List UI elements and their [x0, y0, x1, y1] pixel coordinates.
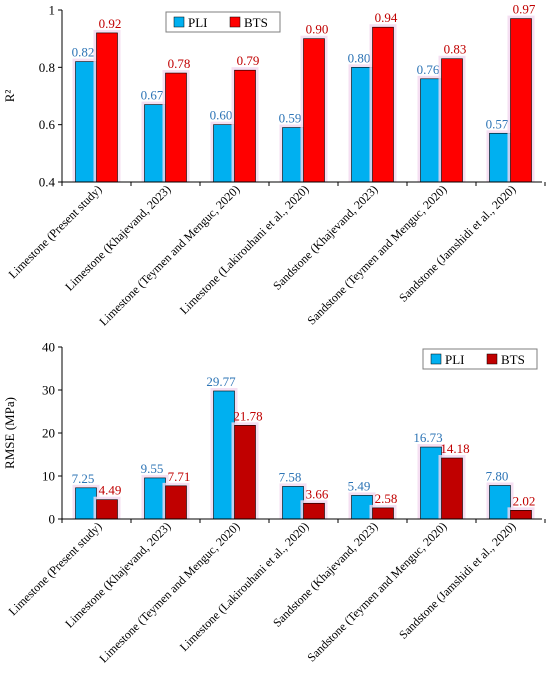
r2-value-label-pli-1: 0.67: [141, 88, 164, 103]
rmse-value-label-bts-3: 3.66: [306, 486, 329, 501]
rmse-y-tick-label-3: 30: [42, 383, 55, 398]
rmse-y-tick-label-0: 0: [49, 512, 56, 527]
r2-bar-bts-6: [510, 18, 532, 183]
r2-category-label-5: Sandstone (Teymen and Menguc, 2020): [304, 182, 449, 327]
rmse-value-label-pli-0: 7.25: [72, 471, 95, 486]
r2-chart: 0.82 0.92 0.67 0.78 0.60 0.79 0.59 0.90 0.80 0.94…: [2, 2, 546, 328]
rmse-value-label-pli-3: 7.58: [279, 469, 302, 484]
r2-y-tick-label-2: 0.8: [39, 60, 55, 75]
rmse-bar-pli-2: [213, 390, 235, 520]
rmse-category-label-3: Limestone (Lakirouhani et al., 2020): [177, 519, 312, 654]
rmse-bar-bts-5: [441, 457, 463, 520]
r2-value-label-bts-4: 0.94: [375, 10, 398, 25]
r2-value-label-pli-0: 0.82: [72, 45, 95, 60]
r2-value-label-pli-5: 0.76: [417, 62, 440, 77]
r2-bar-bts-2: [234, 69, 256, 183]
rmse-chart: 7.25 4.49 9.55 7.71 29.77 21.78 7.58 3.66 5.49 2.…: [2, 340, 546, 665]
rmse-value-label-pli-6: 7.80: [486, 468, 509, 483]
r2-value-label-pli-2: 0.60: [210, 108, 233, 123]
r2-category-label-2: Limestone (Teymen and Menguc, 2020): [96, 182, 242, 328]
rmse-value-label-pli-5: 16.73: [413, 430, 442, 445]
r2-y-tick-label-1: 0.6: [39, 117, 56, 132]
rmse-value-label-bts-5: 14.18: [440, 441, 469, 456]
rmse-value-label-bts-6: 2.02: [513, 493, 536, 508]
r2-bar-pli-6: [489, 132, 511, 183]
rmse-value-label-pli-4: 5.49: [348, 478, 371, 493]
r2-legend-label-pli: PLI: [188, 15, 208, 30]
rmse-bar-pli-4: [351, 495, 373, 520]
r2-value-label-bts-5: 0.83: [444, 42, 467, 57]
rmse-value-label-bts-4: 2.58: [375, 491, 398, 506]
r2-category-label-3: Limestone (Lakirouhani et al., 2020): [177, 182, 312, 317]
rmse-value-label-bts-0: 4.49: [99, 483, 122, 498]
r2-bar-bts-4: [372, 26, 394, 183]
r2-bar-bts-0: [96, 32, 118, 183]
rmse-bar-bts-4: [372, 507, 394, 520]
rmse-category-label-2: Limestone (Teymen and Menguc, 2020): [96, 519, 242, 665]
rmse-bar-bts-3: [303, 502, 325, 520]
rmse-value-label-pli-1: 9.55: [141, 461, 164, 476]
rmse-bar-pli-5: [420, 446, 442, 520]
r2-value-label-pli-4: 0.80: [348, 50, 371, 65]
r2-y-tick-label-0: 0.4: [39, 175, 56, 190]
rmse-bar-pli-3: [282, 486, 304, 520]
r2-legend-label-bts: BTS: [244, 15, 268, 30]
r2-value-label-bts-2: 0.79: [237, 53, 260, 68]
rmse-bar-pli-6: [489, 485, 511, 520]
r2-value-label-bts-1: 0.78: [168, 56, 191, 71]
rmse-y-axis-label: RMSE (MPa): [2, 397, 17, 469]
r2-y-axis-label: R²: [2, 90, 17, 103]
r2-bar-bts-1: [165, 72, 187, 183]
rmse-bar-bts-2: [234, 425, 256, 520]
r2-bar-pli-5: [420, 78, 442, 183]
r2-legend-swatch-pli: [173, 16, 185, 28]
r2-value-label-bts-3: 0.90: [306, 22, 329, 37]
rmse-value-label-bts-1: 7.71: [168, 469, 191, 484]
rmse-legend-label-pli: PLI: [445, 352, 465, 367]
r2-bar-pli-0: [75, 61, 97, 183]
r2-bar-pli-4: [351, 67, 373, 183]
rmse-bar-pli-0: [75, 487, 97, 520]
rmse-bar-pli-1: [144, 477, 166, 520]
r2-y-tick-label-3: 1: [49, 3, 56, 18]
r2-bar-pli-2: [213, 124, 235, 183]
r2-category-label-6: Sandstone (Jamshidi et al., 2020): [396, 182, 519, 305]
rmse-legend-box: [422, 348, 538, 370]
rmse-bar-bts-0: [96, 499, 118, 520]
rmse-legend-swatch-bts: [486, 353, 498, 365]
r2-legend-box: [165, 11, 281, 33]
rmse-y-tick-label-1: 10: [42, 469, 55, 484]
rmse-value-label-bts-2: 21.78: [233, 408, 262, 423]
rmse-y-tick-label-4: 40: [42, 340, 55, 355]
rmse-value-label-pli-2: 29.77: [206, 374, 236, 389]
r2-value-label-pli-6: 0.57: [486, 116, 509, 131]
rmse-bar-bts-1: [165, 485, 187, 520]
r2-bar-pli-1: [144, 104, 166, 183]
rmse-category-label-5: Sandstone (Teymen and Menguc, 2020): [304, 519, 449, 664]
r2-bar-bts-3: [303, 38, 325, 183]
r2-legend-swatch-bts: [229, 16, 241, 28]
r2-value-label-pli-3: 0.59: [279, 111, 302, 126]
rmse-legend-label-bts: BTS: [501, 352, 525, 367]
rmse-legend-swatch-pli: [430, 353, 442, 365]
rmse-category-label-6: Sandstone (Jamshidi et al., 2020): [396, 519, 519, 642]
r2-value-label-bts-0: 0.92: [99, 16, 122, 31]
r2-value-label-bts-6: 0.97: [513, 2, 536, 17]
r2-bar-pli-3: [282, 127, 304, 183]
r2-bar-bts-5: [441, 58, 463, 183]
rmse-y-tick-label-2: 20: [42, 426, 55, 441]
rmse-bar-bts-6: [510, 510, 532, 520]
